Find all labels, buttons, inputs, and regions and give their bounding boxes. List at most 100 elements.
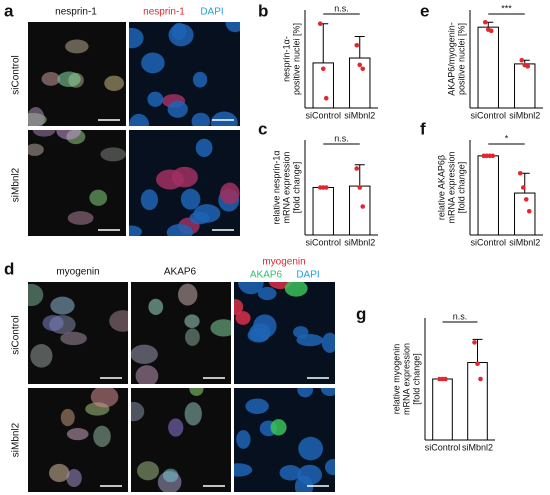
nucleus: [162, 468, 179, 483]
y-axis-label: mRNA expression: [446, 151, 456, 223]
nucleus: [189, 211, 210, 225]
nucleus: [42, 315, 64, 331]
nucleus: [166, 224, 194, 236]
x-tick-label: siMbnl2: [344, 110, 375, 120]
bar: [432, 378, 453, 441]
data-point: [323, 185, 329, 190]
nucleus: [270, 419, 287, 436]
significance-label: *: [505, 133, 509, 143]
y-axis-label: positive nuclei [%]: [291, 23, 301, 95]
row-label: siMbnl2: [11, 167, 22, 202]
nucleus: [257, 286, 277, 301]
panel-letter: c: [258, 119, 267, 138]
nucleus: [234, 463, 253, 477]
panel-letter: a: [4, 1, 14, 20]
y-axis-label: relative nesprin-1α: [271, 150, 281, 224]
nucleus: [184, 402, 202, 426]
nucleus: [60, 331, 87, 346]
nucleus: [131, 401, 145, 422]
significance-label: ***: [501, 3, 512, 13]
row-label: siMbnl2: [11, 422, 22, 457]
nucleus: [129, 27, 144, 49]
panel-letter: f: [420, 119, 426, 138]
bar: [349, 185, 371, 236]
panel-letter: g: [356, 304, 366, 323]
nucleus: [245, 398, 269, 415]
data-point: [488, 28, 494, 34]
data-point: [323, 95, 329, 101]
x-tick-label: siMbnl2: [509, 110, 540, 120]
bar: [477, 26, 499, 109]
nucleus: [225, 22, 240, 33]
data-point: [517, 170, 523, 176]
nucleus: [192, 71, 208, 88]
nucleus: [136, 461, 160, 481]
x-tick-label: siMbnl2: [509, 237, 540, 247]
data-point: [482, 19, 488, 25]
data-point: [525, 64, 531, 69]
micrograph: [28, 130, 126, 236]
data-point: [357, 185, 363, 190]
error-bar: [472, 338, 483, 363]
nucleus: [180, 188, 201, 210]
panel-letter: b: [258, 1, 268, 20]
error-bar: [354, 164, 365, 187]
micrograph: [131, 388, 231, 492]
nucleus: [237, 282, 264, 295]
data-point: [354, 42, 360, 48]
nucleus: [50, 296, 75, 315]
nucleus: [249, 323, 271, 342]
nucleus: [65, 39, 89, 54]
merge-label: nesprin-1: [143, 7, 185, 18]
data-point: [357, 62, 363, 68]
nucleus: [195, 138, 213, 158]
micrograph: [129, 130, 240, 236]
data-point: [520, 185, 526, 190]
nucleus: [89, 189, 108, 206]
nucleus: [141, 52, 165, 74]
panel-letter: d: [4, 259, 14, 278]
data-point: [360, 204, 366, 209]
y-axis-label: mRNA expression: [281, 151, 291, 223]
nucleus: [297, 388, 314, 398]
x-tick-label: siControl: [305, 237, 341, 247]
x-tick-label: siMbnl2: [344, 237, 375, 247]
nucleus: [28, 143, 44, 156]
nucleus: [210, 319, 231, 337]
data-point: [472, 340, 477, 345]
nucleus: [177, 283, 198, 306]
nucleus: [324, 459, 335, 476]
micrograph: [234, 282, 335, 384]
nucleus: [184, 314, 200, 329]
y-axis-label: AKAP6/myogenin-: [446, 22, 456, 96]
nucleus: [191, 112, 211, 126]
x-tick-label: siMbnl2: [462, 442, 493, 452]
nucleus: [109, 310, 128, 332]
nucleus: [320, 388, 335, 397]
micrograph: [131, 282, 231, 384]
significance-label: n.s.: [334, 133, 349, 143]
nucleus: [185, 328, 200, 346]
nucleus: [56, 130, 81, 140]
data-point: [360, 66, 366, 72]
significance-label: n.s.: [334, 3, 349, 13]
y-axis-label: positive nuclei [%]: [456, 23, 466, 95]
row-label: siControl: [11, 315, 22, 354]
nucleus: [129, 225, 142, 236]
data-point: [526, 208, 532, 214]
merge-label: DAPI: [200, 7, 223, 18]
x-tick-label: siControl: [470, 110, 506, 120]
y-axis-label: relative myogenin: [391, 344, 401, 415]
nucleus: [135, 365, 159, 384]
data-point: [443, 376, 448, 382]
nucleus: [41, 71, 61, 86]
data-point: [490, 153, 496, 159]
nucleus: [66, 469, 82, 488]
data-point: [519, 57, 525, 63]
nucleus: [131, 344, 158, 364]
bar: [477, 155, 499, 236]
error-bar: [519, 172, 530, 194]
y-axis-label: [fold change]: [291, 162, 301, 214]
nucleus: [279, 464, 302, 481]
nucleus: [60, 408, 75, 427]
